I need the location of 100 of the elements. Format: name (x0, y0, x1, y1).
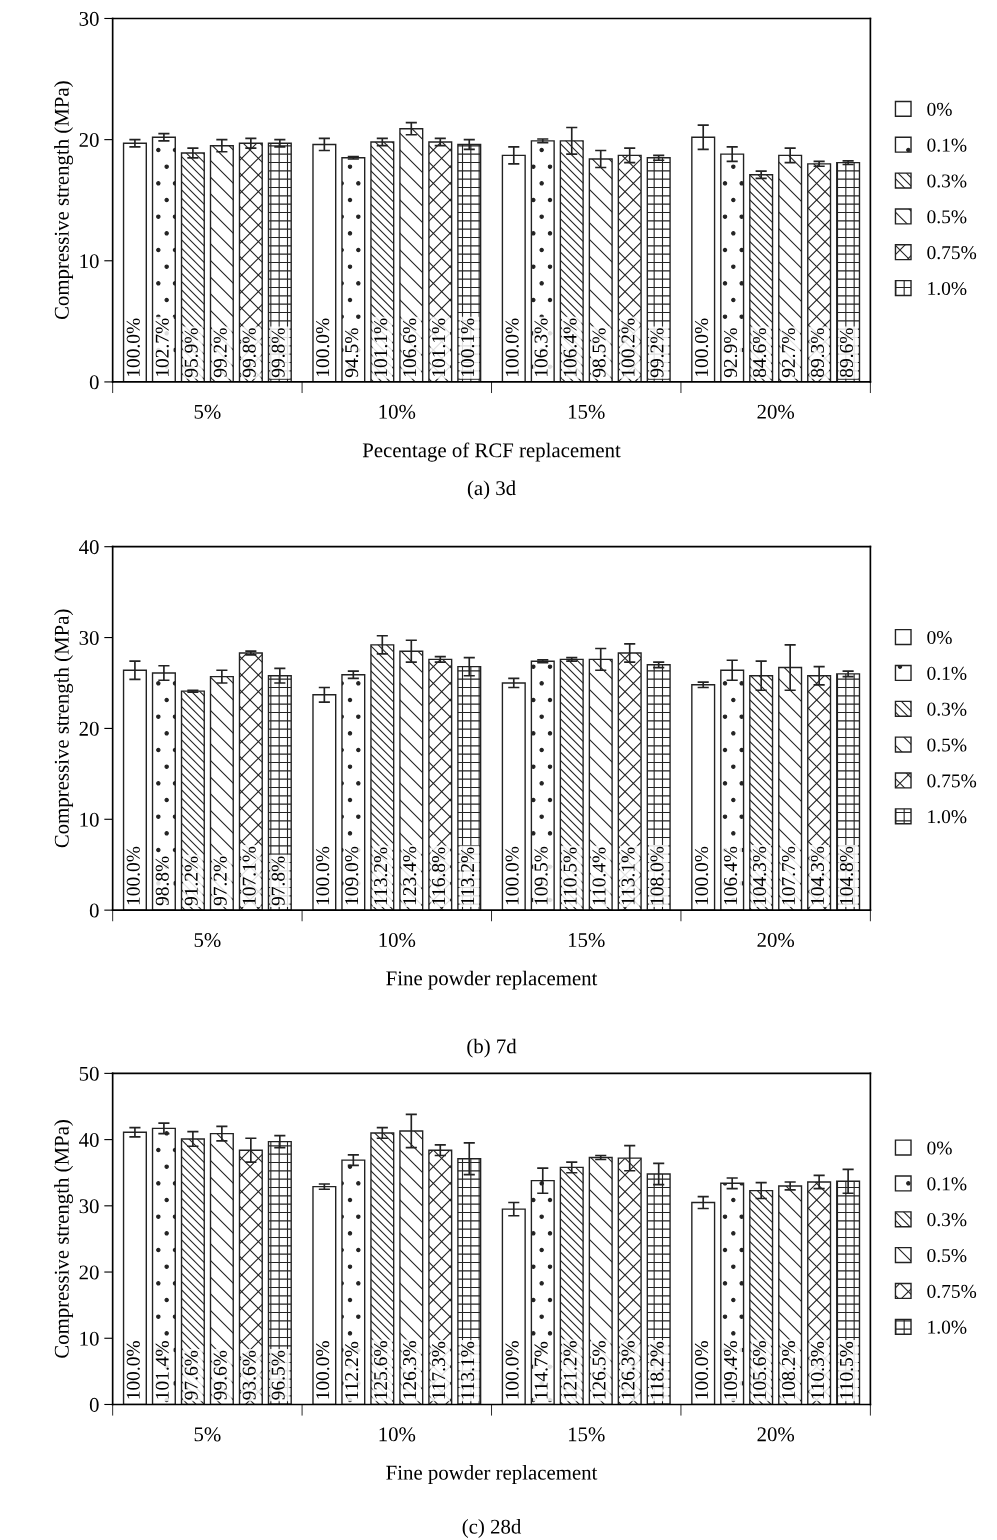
x-axis-title: Fine powder replacement (386, 1465, 598, 1484)
x-axis-title: Pecentage of RCF replacement (362, 442, 621, 462)
annotation: 100.0% (694, 318, 709, 377)
annotation: 99.8% (242, 328, 256, 378)
annotation: 106.4% (723, 846, 738, 905)
annotation: 116.8% (432, 847, 446, 905)
annotation: 98.8% (155, 856, 169, 906)
annotation: 104.8% (839, 846, 854, 905)
annotation: 100.0% (505, 846, 519, 905)
x-tick-label: 15% (568, 404, 605, 419)
legend-label: 0.75% (927, 774, 977, 788)
annotation: 100.0% (316, 846, 330, 905)
y-tick-label: 20 (79, 133, 99, 148)
text: (c) 28d (462, 1519, 522, 1538)
x-tick-label: 15% (568, 1427, 605, 1442)
x-tick-label: 20% (757, 1427, 795, 1442)
legend-label: 1.0% (928, 281, 967, 296)
annotation: 113.1% (461, 1341, 475, 1399)
y-tick-label: 20 (79, 721, 99, 736)
annotation: 126.3% (621, 1341, 635, 1399)
annotation: 110.3% (810, 1341, 825, 1399)
y-tick-label: 10 (80, 812, 99, 827)
annotation: 99.2% (650, 328, 664, 378)
legend-label: 0.75% (927, 1284, 977, 1298)
y-tick-label: 40 (79, 540, 99, 555)
y-tick-label: 40 (79, 1132, 99, 1148)
annotation: 89.3% (810, 328, 825, 378)
annotation: 99.8% (271, 328, 285, 378)
annotation: 123.4% (403, 846, 417, 905)
x-tick-label: 20% (757, 932, 795, 948)
y-tick-label: 0 (89, 375, 99, 390)
y-tick-label: 10 (80, 1331, 99, 1346)
annotation: 100.0% (505, 318, 519, 377)
legend-label: 1.0% (928, 1320, 967, 1334)
text: (b) 7d (467, 1038, 517, 1058)
y-tick-label: 20 (79, 1265, 99, 1280)
annotation: 121.2% (563, 1341, 577, 1399)
annotation: 100.0% (694, 846, 709, 905)
annotation: 113.2% (461, 847, 475, 905)
annotation: 126.5% (592, 1341, 606, 1399)
x-tick-label: 10% (379, 932, 416, 948)
annotation: 96.5% (271, 1350, 285, 1400)
annotation: 113.1% (621, 847, 635, 905)
annotation: 108.2% (781, 1341, 796, 1399)
y-tick-label: 0 (89, 903, 99, 918)
annotation: 97.8% (271, 856, 285, 906)
y-tick-label: 30 (79, 1199, 99, 1214)
x-tick-label: 5% (194, 932, 221, 948)
annotation: 106.3% (534, 318, 548, 377)
annotation: 118.2% (650, 1341, 664, 1399)
legend-label: 0.3% (927, 174, 967, 188)
annotation: 100.0% (316, 318, 330, 377)
y-tick-label: 0 (89, 1397, 99, 1412)
annotation: 93.6% (242, 1350, 256, 1400)
y-tick-label: 10 (80, 254, 99, 269)
annotation: 100.0% (126, 846, 140, 905)
legend-label: 0.3% (927, 1213, 967, 1227)
annotation: 107.1% (242, 846, 256, 905)
legend-label: 0.1% (927, 1177, 967, 1191)
legend-label: 0.1% (927, 138, 967, 152)
annotation: 117.3% (432, 1341, 446, 1399)
annotation: 99.6% (213, 1350, 227, 1400)
legend-label: 0.5% (927, 210, 967, 224)
y-axis-title: Compressive strength (MPa) (54, 1120, 74, 1358)
annotation: 110.5% (563, 847, 577, 905)
annotation: 100.0% (505, 1341, 519, 1399)
annotation: 104.3% (752, 846, 767, 905)
legend-label: 0.5% (927, 1248, 967, 1263)
annotation: 100.0% (126, 318, 140, 377)
annotation: 100.0% (316, 1341, 330, 1399)
x-tick-label: 5% (194, 404, 221, 419)
annotation: 84.6% (752, 328, 767, 378)
legend-label: 0.3% (927, 702, 967, 716)
legend-label: 0% (927, 102, 952, 116)
legend-label: 0% (927, 1141, 952, 1155)
annotation: 97.6% (184, 1350, 198, 1400)
annotation: 92.7% (781, 328, 796, 378)
annotation: 89.6% (839, 328, 854, 378)
legend-label: 0.1% (927, 666, 967, 680)
text: (a) 3d (467, 480, 516, 500)
x-tick-label: 10% (379, 404, 416, 419)
x-tick-label: 10% (379, 1427, 416, 1442)
x-tick-label: 15% (568, 932, 605, 948)
annotation: 98.5% (592, 328, 606, 378)
annotation: 105.6% (752, 1341, 767, 1399)
annotation: 109.0% (345, 846, 359, 905)
annotation: 112.2% (345, 1341, 359, 1399)
annotation: 101.1% (374, 318, 388, 377)
annotation: 109.5% (534, 846, 548, 905)
annotation: 91.2% (184, 856, 198, 906)
x-axis-title: Fine powder replacement (386, 970, 598, 990)
legend-label: 0.5% (927, 738, 967, 752)
annotation: 104.3% (810, 846, 825, 905)
annotation: 102.7% (155, 318, 169, 377)
annotation: 109.4% (723, 1341, 738, 1399)
y-tick-label: 30 (79, 630, 99, 645)
annotation: 110.5% (839, 1341, 854, 1399)
annotation: 125.6% (374, 1341, 388, 1399)
annotation: 100.1% (461, 318, 475, 377)
annotation: 113.2% (374, 847, 388, 905)
